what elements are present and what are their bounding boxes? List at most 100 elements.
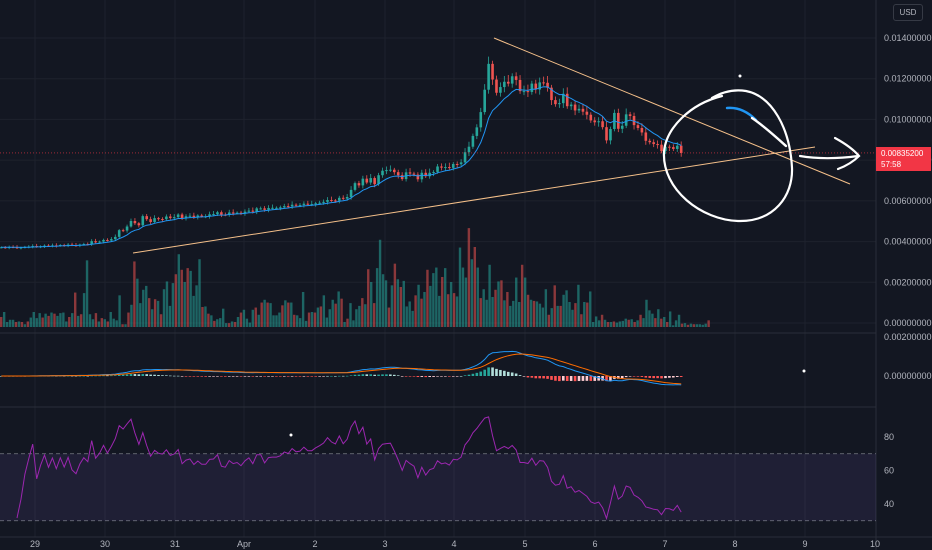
hand-drawn-arrow-annotation[interactable] — [798, 136, 861, 171]
volume-bar — [168, 305, 172, 327]
candle-body — [624, 114, 628, 126]
volume-bar — [115, 320, 118, 327]
volume-bar — [343, 322, 346, 327]
hand-drawn-circle-annotation[interactable] — [662, 89, 794, 223]
volume-bar — [233, 322, 237, 327]
volume-bar — [85, 260, 89, 327]
volume-bar — [692, 324, 696, 327]
macd-histogram-bar — [475, 372, 479, 376]
candle-body — [153, 218, 156, 223]
trendline-support[interactable] — [132, 146, 816, 254]
macd-histogram-bar — [471, 373, 475, 376]
candle-body — [326, 200, 329, 202]
macd-histogram-bar — [66, 375, 70, 377]
volume-bar — [479, 298, 482, 327]
time-tick-label: Apr — [237, 539, 251, 549]
rsi-axis[interactable]: 80 60 40 — [884, 432, 894, 509]
candle-body — [361, 178, 365, 186]
time-tick-label: 5 — [522, 539, 527, 549]
macd-axis[interactable]: 0.00200000 0.00000000 — [884, 332, 932, 381]
candle-body — [137, 223, 141, 226]
macd-histogram-bar — [326, 375, 329, 377]
candle-body — [483, 89, 486, 113]
volume-bar — [482, 289, 485, 327]
candle-body — [632, 115, 636, 126]
volume-bar — [515, 277, 518, 327]
volume-bar — [606, 322, 610, 327]
candle-body — [212, 214, 215, 216]
macd-histogram-bar — [267, 376, 270, 377]
macd-histogram-bar — [569, 376, 573, 381]
macd-histogram-bar — [263, 376, 266, 377]
volume-bar — [518, 302, 521, 327]
volume-bar — [399, 287, 402, 327]
price-tick-label: 0.00400000 — [884, 237, 932, 247]
volume-bar — [636, 320, 639, 327]
time-axis[interactable]: 29 30 31 Apr 2 3 4 5 6 7 8 9 10 — [0, 536, 932, 549]
macd-histogram-bar — [408, 376, 412, 377]
macd-histogram-bar — [648, 376, 652, 378]
macd-histogram-bar — [448, 376, 451, 377]
volume-bar — [677, 314, 681, 327]
volume-bar — [372, 303, 376, 327]
candle-body — [239, 212, 243, 214]
volume-bar — [497, 281, 500, 327]
macd-histogram-bar — [389, 374, 392, 376]
volume-bar — [476, 267, 479, 327]
volume-bar — [97, 321, 101, 327]
candle-body — [487, 63, 490, 90]
trendline-resistance[interactable] — [493, 37, 851, 185]
macd-histogram-bar — [487, 367, 490, 376]
macd-tick-label: 0.00000000 — [884, 371, 932, 381]
volume-bar — [260, 302, 263, 327]
price-axis[interactable]: 0.014000000.012000000.010000000.00800000… — [884, 33, 932, 328]
candle-body — [538, 82, 542, 90]
volume-bar — [612, 321, 616, 327]
volume-bar — [485, 299, 488, 327]
candle-body — [408, 172, 412, 174]
macd-histogram-bar — [98, 375, 101, 377]
macd-histogram-bar — [200, 376, 204, 377]
macd-histogram-bar — [538, 376, 542, 379]
macd-histogram-bar — [137, 374, 141, 376]
candle-body — [644, 132, 648, 141]
candle-body — [416, 174, 420, 180]
macd-histogram-bar — [86, 375, 90, 377]
candle-body — [593, 120, 597, 123]
macd-histogram-bar — [609, 376, 612, 381]
volume-bar — [296, 315, 299, 327]
volume-bar — [109, 312, 112, 327]
volume-bar — [118, 295, 121, 327]
candle-body — [601, 121, 604, 128]
currency-button[interactable]: USD — [893, 4, 923, 21]
macd-histogram-bar — [302, 376, 306, 377]
volume-bar — [441, 277, 444, 327]
volume-bar — [432, 273, 435, 327]
volume-bar — [59, 313, 62, 327]
volume-bar — [446, 294, 450, 327]
candle-body — [188, 215, 192, 217]
candle-body — [609, 128, 612, 141]
macd-histogram-bar — [141, 374, 145, 376]
candle-body — [503, 81, 506, 88]
volume-bar — [192, 295, 195, 327]
volume-bar — [429, 285, 432, 327]
candle-body — [428, 172, 431, 177]
volume-bar — [594, 316, 598, 327]
macd-histogram-bar — [172, 375, 176, 377]
macd-histogram-bar — [503, 370, 506, 376]
volume-bar — [565, 290, 568, 327]
macd-histogram-bar — [176, 375, 180, 377]
macd-histogram-bar — [558, 376, 561, 382]
volume-bar — [420, 298, 423, 327]
candle-body — [133, 221, 137, 224]
volume-bar — [577, 284, 580, 327]
candle-body — [306, 203, 310, 205]
candle-body — [451, 164, 455, 168]
macd-histogram-bar — [192, 376, 196, 377]
candle-body — [393, 169, 396, 173]
macd-histogram-bar — [165, 375, 168, 376]
macd-histogram-bar — [286, 376, 290, 377]
volume-bar — [538, 303, 542, 327]
